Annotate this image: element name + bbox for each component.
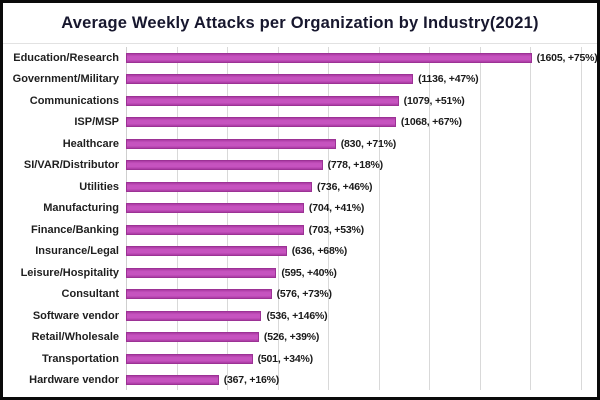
bar-row: (736, +46%) <box>126 176 591 198</box>
category-axis: Education/Research Government/Military Com… <box>3 47 126 394</box>
category-label: Utilities <box>79 180 119 193</box>
bar-value: (636, +68%) <box>291 245 348 258</box>
bar-row: (1605, +75%) <box>126 47 597 69</box>
bar-row: (526, +39%) <box>126 327 591 349</box>
category-label: ISP/MSP <box>74 116 119 129</box>
bar-row: (830, +71%) <box>126 133 591 155</box>
category-label: Retail/Wholesale <box>31 331 119 344</box>
bar-row: (576, +73%) <box>126 284 591 306</box>
bar-row: (536, +146%) <box>126 305 591 327</box>
category-label: Hardware vendor <box>29 374 119 387</box>
bar-row: (1079, +51%) <box>126 90 591 112</box>
bar-value: (1068, +67%) <box>400 116 462 129</box>
bar-value: (1079, +51%) <box>403 94 465 107</box>
bar <box>126 74 414 85</box>
bar-chart: Education/Research Government/Military Com… <box>3 44 597 394</box>
bar-value: (1136, +47%) <box>418 73 479 86</box>
bar-row: (367, +16%) <box>126 370 591 392</box>
bar-row: (1136, +47%) <box>126 69 591 91</box>
bar-value: (736, +46%) <box>317 180 373 193</box>
bar <box>126 52 532 63</box>
bar-value: (703, +53%) <box>308 223 364 236</box>
bar-value: (830, +71%) <box>340 137 397 150</box>
bar-value: (367, +16%) <box>223 374 280 387</box>
category-label: Transportation <box>41 352 119 365</box>
bar <box>126 181 312 192</box>
bar-rows: (1605, +75%) (1136, +47%) (1079, +51%) (106… <box>126 47 597 394</box>
category-label: Finance/Banking <box>30 223 119 236</box>
bar-value: (576, +73%) <box>276 288 332 301</box>
category-label: Communications <box>29 94 119 107</box>
category-label: Leisure/Hospitality <box>20 266 119 279</box>
category-label: Software vendor <box>32 309 119 322</box>
bar <box>126 138 336 149</box>
category-label: Insurance/Legal <box>35 245 119 258</box>
bar-row: (778, +18%) <box>126 155 591 177</box>
bar-row: (636, +68%) <box>126 241 591 263</box>
bar-value: (501, +34%) <box>257 352 313 365</box>
bar-value: (595, +40%) <box>281 266 337 279</box>
bar-row: (704, +41%) <box>126 198 591 220</box>
category-label: Education/Research <box>13 51 119 64</box>
chart-title: Average Weekly Attacks per Organization … <box>3 3 597 44</box>
bar <box>126 289 272 300</box>
bar <box>126 224 304 235</box>
bar <box>126 246 287 257</box>
bar-value: (778, +18%) <box>327 159 383 172</box>
category-label: Healthcare <box>62 137 119 150</box>
bar <box>126 353 253 364</box>
bar-value: (1605, +75%) <box>536 51 598 64</box>
plot-area: (1605, +75%) (1136, +47%) (1079, +51%) (106… <box>126 47 597 394</box>
bar <box>126 95 399 106</box>
bar-row: (1068, +67%) <box>126 112 591 134</box>
bar-value: (526, +39%) <box>263 331 320 344</box>
bar-row: (703, +53%) <box>126 219 591 241</box>
bar <box>126 375 219 386</box>
bar <box>126 310 262 321</box>
bar-row: (501, +34%) <box>126 348 591 370</box>
bar-row: (595, +40%) <box>126 262 591 284</box>
bar <box>126 117 396 128</box>
category-label: Consultant <box>61 288 119 301</box>
category-label: SI/VAR/Distributor <box>23 159 119 172</box>
category-label: Manufacturing <box>43 202 119 215</box>
bar <box>126 160 323 171</box>
bar-value: (536, +146%) <box>266 309 328 322</box>
category-label: Government/Military <box>12 73 119 86</box>
bar <box>126 203 304 214</box>
bar <box>126 267 277 278</box>
bar <box>126 332 259 343</box>
bar-value: (704, +41%) <box>308 202 365 215</box>
